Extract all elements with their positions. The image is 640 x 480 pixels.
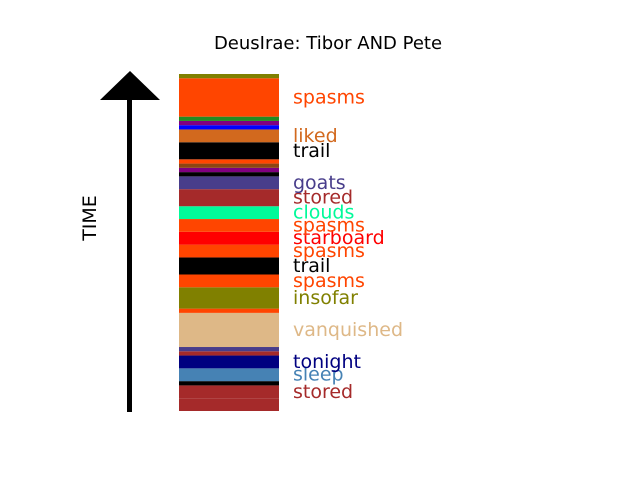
segment-24: [179, 125, 279, 130]
segment-4: [179, 355, 279, 369]
segment-12: [179, 244, 279, 258]
segment-2: [179, 381, 279, 386]
segment-label-9: insofar: [293, 287, 358, 309]
segment-label-3: sleep: [293, 364, 344, 386]
segment-13: [179, 231, 279, 245]
time-axis: [100, 71, 160, 412]
segment-label-11: trail: [293, 255, 330, 277]
segment-27: [179, 78, 279, 117]
segment-label-17: goats: [293, 172, 346, 194]
y-axis-label: TIME: [79, 195, 101, 242]
segment-label-12: spasms: [293, 240, 365, 262]
segment-17: [179, 176, 279, 190]
segment-18: [179, 172, 279, 177]
segment-label-13: starboard: [293, 227, 385, 249]
segment-14: [179, 219, 279, 232]
segment-19: [179, 167, 279, 173]
segment-3: [179, 368, 279, 382]
segment-label-22: trail: [293, 140, 330, 162]
segment-label-23: liked: [293, 125, 338, 147]
segment-label-1: stored: [293, 381, 353, 403]
segment-label-10: spasms: [293, 270, 365, 292]
segment-20: [179, 163, 279, 168]
segment-label-27: spasms: [293, 86, 365, 108]
segment-21: [179, 159, 279, 164]
timeline-segments: [179, 74, 279, 411]
segment-11: [179, 257, 279, 275]
segment-23: [179, 129, 279, 143]
segment-9: [179, 287, 279, 309]
segment-25: [179, 120, 279, 126]
segment-label-15: clouds: [293, 202, 354, 224]
segment-label-4: tonight: [293, 351, 361, 373]
segment-label-14: spasms: [293, 214, 365, 236]
segment-8: [179, 308, 279, 313]
segment-16: [179, 189, 279, 207]
segment-22: [179, 142, 279, 160]
segment-26: [179, 116, 279, 121]
segment-28: [179, 74, 279, 79]
segment-5: [179, 351, 279, 356]
segment-7: [179, 312, 279, 348]
segment-1: [179, 385, 279, 399]
segment-0: [179, 398, 279, 411]
segment-10: [179, 274, 279, 288]
time-arrow-head: [100, 71, 160, 100]
time-arrow-shaft: [127, 98, 132, 412]
segment-label-16: stored: [293, 187, 353, 209]
segment-15: [179, 206, 279, 220]
segment-labels: storedsleeptonightvanquishedinsofarspasm…: [293, 86, 403, 402]
chart-title: DeusIrae: Tibor AND Pete: [214, 33, 442, 54]
segment-label-7: vanquished: [293, 319, 403, 341]
segment-6: [179, 347, 279, 352]
